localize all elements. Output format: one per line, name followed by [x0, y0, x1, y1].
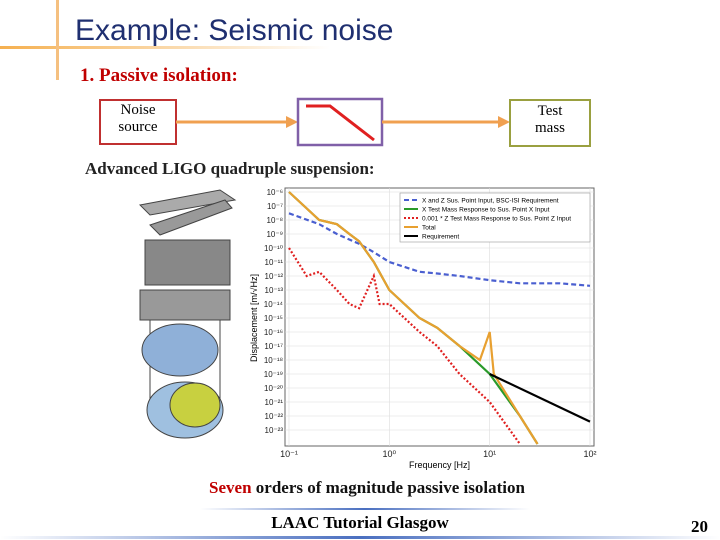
legend-label: Requirement [422, 234, 459, 241]
y-tick-label: 10⁻²² [265, 412, 284, 421]
decor-line [56, 0, 59, 80]
node-box [99, 99, 177, 145]
y-tick-label: 10⁻¹⁰ [264, 244, 283, 253]
title: Example: Seismic noise [75, 14, 393, 47]
y-tick-label: 10⁻¹⁵ [264, 314, 283, 323]
x-tick-label: 10² [583, 449, 596, 459]
footer-line [200, 508, 530, 510]
y-tick-label: 10⁻²⁰ [264, 384, 283, 393]
arrow-head [498, 116, 510, 128]
y-tick-label: 10⁻⁶ [267, 188, 283, 197]
caption: Seven orders of magnitude passive isolat… [209, 478, 525, 497]
y-tick-label: 10⁻⁷ [267, 202, 283, 211]
y-tick-label: 10⁻⁸ [267, 216, 284, 225]
suspension-drawing [138, 189, 237, 439]
y-tick-label: 10⁻¹¹ [265, 258, 284, 267]
y-tick-label: 10⁻¹⁴ [264, 300, 284, 309]
caption-text: orders of magnitude passive isolation [256, 478, 526, 497]
x-tick-label: 10¹ [483, 449, 496, 459]
caption-highlight: Seven [209, 478, 252, 497]
legend-label: X Test Mass Response to Sus. Point X Inp… [422, 207, 550, 214]
series-line [288, 247, 521, 445]
series-line [489, 373, 591, 423]
y-tick-label: 10⁻²¹ [265, 398, 284, 407]
node-box [509, 99, 591, 147]
y-tick-label: 10⁻¹³ [265, 286, 284, 295]
node-label: Noise source [118, 102, 158, 135]
y-tick-label: 10⁻¹⁹ [264, 370, 283, 379]
legend-label: X and Z Sus. Point Input, BSC-ISI Requir… [422, 198, 559, 205]
decor-line [0, 46, 330, 49]
legend-label: Total [422, 225, 436, 232]
x-axis-label: Frequency [Hz] [409, 460, 470, 470]
node-label: Test mass [535, 103, 565, 136]
y-tick-label: 10⁻²³ [265, 426, 284, 435]
y-tick-label: 10⁻¹² [265, 272, 284, 281]
series-line [288, 212, 591, 287]
series-line [288, 191, 539, 445]
page-number: 20 [691, 517, 708, 536]
legend-label: 0.001 * Z Test Mass Response to Sus. Poi… [422, 216, 571, 223]
section: 1. Passive isolation: [80, 65, 238, 86]
x-tick-label: 10⁰ [383, 449, 397, 459]
y-tick-label: 10⁻⁹ [266, 230, 283, 239]
y-tick-label: 10⁻¹⁸ [264, 356, 283, 365]
x-tick-label: 10⁻¹ [280, 449, 298, 459]
arrow-head [286, 116, 298, 128]
filter-icon [306, 104, 375, 142]
footer: LAAC Tutorial Glasgow [271, 513, 449, 532]
legend [399, 192, 591, 243]
y-tick-label: 10⁻¹⁶ [264, 328, 283, 337]
subtitle: Advanced LIGO quadruple suspension: [85, 159, 375, 178]
y-axis-label: Displacement [m/√Hz] [249, 274, 259, 362]
footer-line [0, 536, 720, 539]
y-tick-label: 10⁻¹⁷ [264, 342, 283, 351]
